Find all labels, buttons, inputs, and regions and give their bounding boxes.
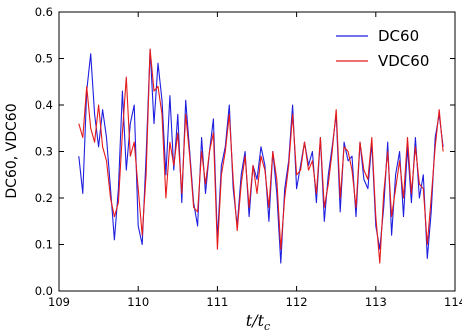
y-axis-label: DC60, VDC60 xyxy=(4,103,20,198)
y-tick-label: 0.5 xyxy=(35,52,53,66)
x-tick-label: 111 xyxy=(206,295,228,309)
y-tick-label: 0.2 xyxy=(35,191,53,205)
y-tick-label: 0.3 xyxy=(35,145,53,159)
x-tick-label: 109 xyxy=(48,295,70,309)
x-axis-label-main: t/t xyxy=(246,311,265,330)
series-line-vdc60 xyxy=(78,48,444,264)
x-tick-label: 112 xyxy=(286,295,308,309)
x-tick-label: 113 xyxy=(365,295,387,309)
x-axis-label-subscript: c xyxy=(264,320,270,332)
y-tick-label: 0.0 xyxy=(35,284,53,298)
legend: DC60 VDC60 xyxy=(336,27,429,70)
x-tick-label: 114 xyxy=(444,295,462,309)
x-axis-label: t/tc xyxy=(246,311,270,332)
x-tick-label: 110 xyxy=(127,295,149,309)
ticks-layer: 109 110 111 112 113 114 0.0 0.1 0.2 0.3 0.4 0.5 0.6 xyxy=(35,5,462,309)
legend-label-vdc60: VDC60 xyxy=(378,52,429,70)
series-layer xyxy=(78,48,444,264)
y-tick-label: 0.1 xyxy=(35,238,53,252)
y-tick-label: 0.6 xyxy=(35,5,53,19)
legend-label-dc60: DC60 xyxy=(378,27,419,45)
y-tick-label: 0.4 xyxy=(35,98,53,112)
